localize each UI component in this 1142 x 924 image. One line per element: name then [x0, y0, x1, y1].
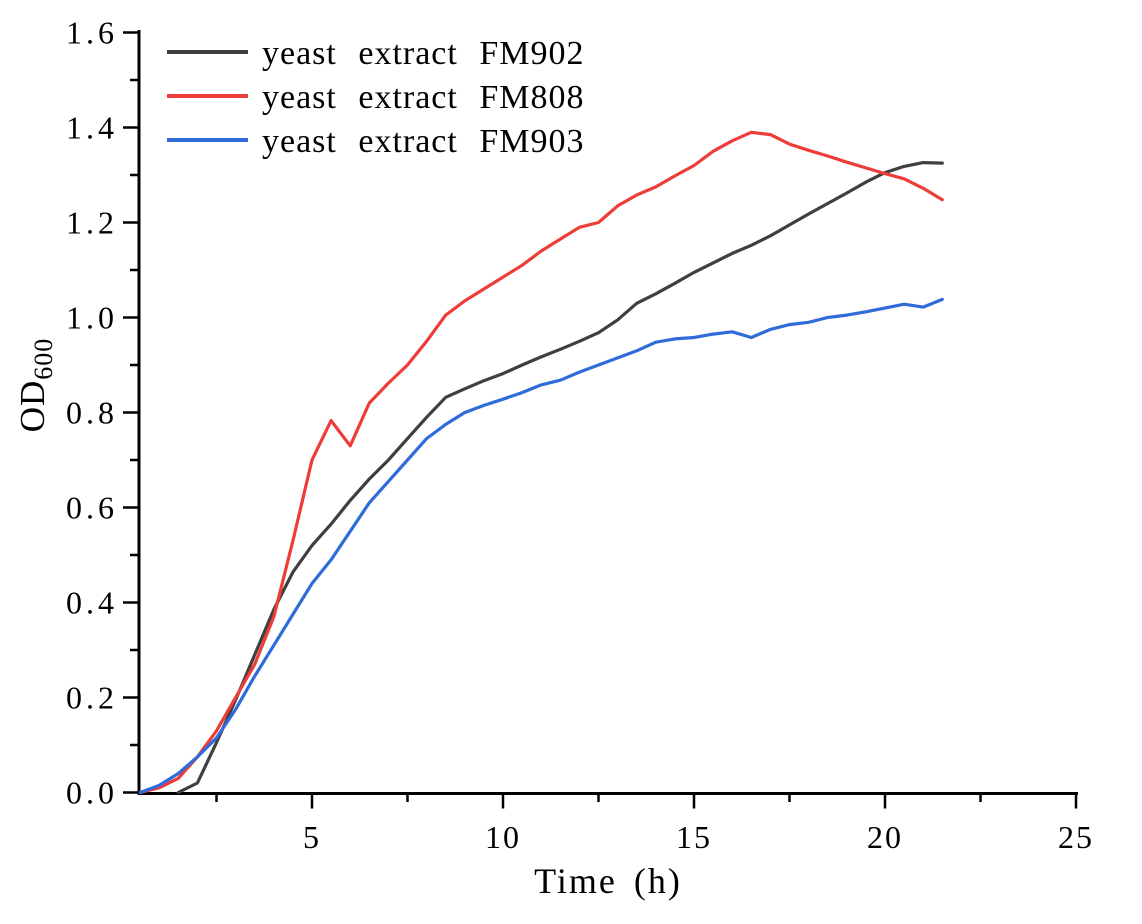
y-tick-label: 1.2	[66, 205, 118, 241]
x-tick-label: 15	[676, 819, 712, 855]
y-tick-label: 0.2	[66, 680, 118, 716]
y-tick-label: 0.6	[66, 490, 118, 526]
y-tick-label: 1.6	[66, 15, 118, 51]
y-tick-label: 1.4	[66, 110, 118, 146]
series-line-1	[176, 161, 944, 795]
legend-label: yeast extract FM903	[262, 123, 585, 160]
legend-label: yeast extract FM902	[262, 35, 585, 72]
y-tick-label: 0.4	[66, 585, 118, 621]
x-tick-label: 25	[1058, 819, 1094, 855]
x-tick-label: 10	[485, 819, 521, 855]
y-axis-title-subscript: 600	[29, 337, 58, 380]
y-axis-title-text: OD	[13, 379, 52, 433]
y-tick-label: 1.0	[66, 300, 118, 336]
series-line-2	[138, 130, 944, 795]
x-tick-label: 5	[303, 819, 321, 855]
x-axis-title: Time (h)	[534, 861, 682, 901]
y-tick-label: 0.8	[66, 395, 118, 431]
x-tick-label: 20	[867, 819, 903, 855]
y-axis-title: OD600	[13, 295, 58, 475]
legend-label: yeast extract FM808	[262, 79, 585, 116]
series-line-3	[138, 297, 944, 795]
y-tick-label: 0.0	[66, 775, 118, 811]
